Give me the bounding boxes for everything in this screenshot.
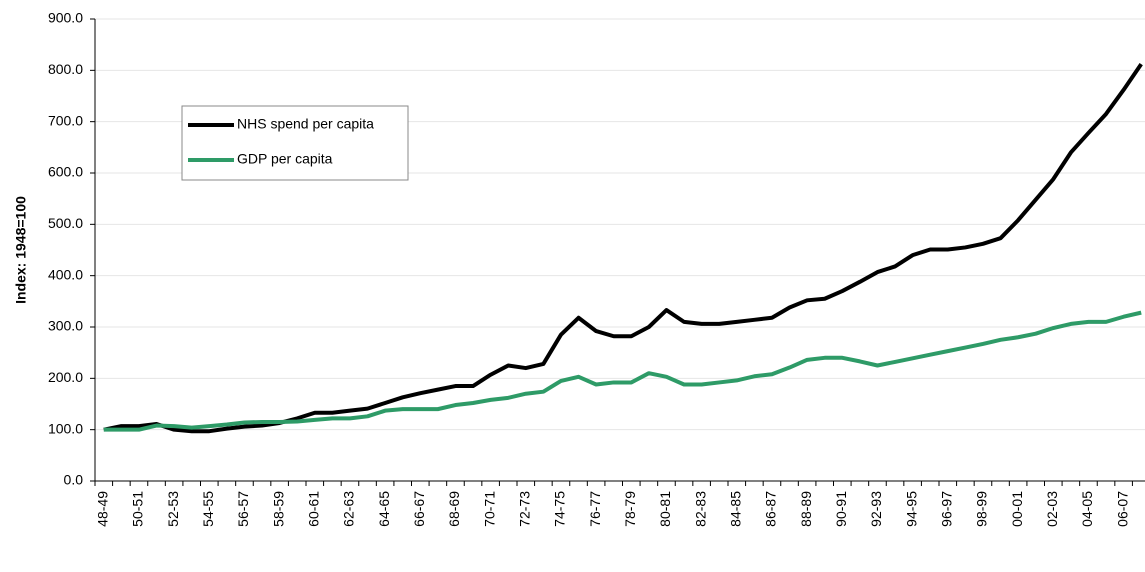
y-tick-label: 100.0: [48, 420, 83, 436]
legend-label: GDP per capita: [237, 151, 333, 167]
y-tick-label: 0.0: [64, 472, 84, 488]
x-tick-label: 72-73: [516, 491, 532, 527]
y-tick-label: 400.0: [48, 266, 83, 282]
x-tick-label: 92-93: [868, 491, 884, 527]
x-tick-label: 78-79: [622, 491, 638, 527]
y-tick-label: 700.0: [48, 112, 83, 128]
x-tick-label: 80-81: [657, 491, 673, 527]
x-tick-label: 90-91: [833, 491, 849, 527]
x-tick-label: 82-83: [692, 491, 708, 527]
x-tick-label: 88-89: [798, 491, 814, 527]
x-tick-label: 68-69: [446, 491, 462, 527]
x-tick-label: 96-97: [938, 491, 954, 527]
y-axis-label: Index: 1948=100: [13, 196, 29, 304]
x-tick-label: 70-71: [481, 491, 497, 527]
x-tick-label: 04-05: [1079, 491, 1095, 527]
series-line: [103, 310, 1142, 432]
x-tick-label: 02-03: [1044, 491, 1060, 527]
y-tick-label: 500.0: [48, 215, 83, 231]
x-tick-label: 62-63: [341, 491, 357, 527]
legend: NHS spend per capita GDP per capita: [181, 105, 409, 181]
x-tick-label: 86-87: [763, 491, 779, 527]
y-tick-label: 200.0: [48, 369, 83, 385]
x-tick-label: 98-99: [974, 491, 990, 527]
x-tick-label: 74-75: [552, 491, 568, 527]
x-tick-label: 54-55: [200, 491, 216, 527]
y-tick-label: 800.0: [48, 61, 83, 77]
x-tick-label: 94-95: [903, 491, 919, 527]
y-tick-label: 600.0: [48, 164, 83, 180]
y-tick-label: 900.0: [48, 10, 83, 26]
legend-box: [181, 105, 409, 181]
x-tick-label: 84-85: [727, 491, 743, 527]
x-tick-label: 64-65: [376, 491, 392, 527]
x-tick-label: 06-07: [1114, 491, 1130, 527]
legend-label: NHS spend per capita: [237, 116, 374, 132]
x-tick-label: 48-49: [94, 491, 110, 527]
y-tick-label: 300.0: [48, 318, 83, 334]
x-tick-label: 00-01: [1009, 491, 1025, 527]
x-tick-label: 52-53: [165, 491, 181, 527]
x-tick-label: 60-61: [305, 491, 321, 527]
x-tick-label: 50-51: [130, 491, 146, 527]
x-tick-label: 76-77: [587, 491, 603, 527]
x-tick-label: 58-59: [270, 491, 286, 527]
x-tick-label: 66-67: [411, 491, 427, 527]
x-tick-label: 56-57: [235, 491, 251, 527]
